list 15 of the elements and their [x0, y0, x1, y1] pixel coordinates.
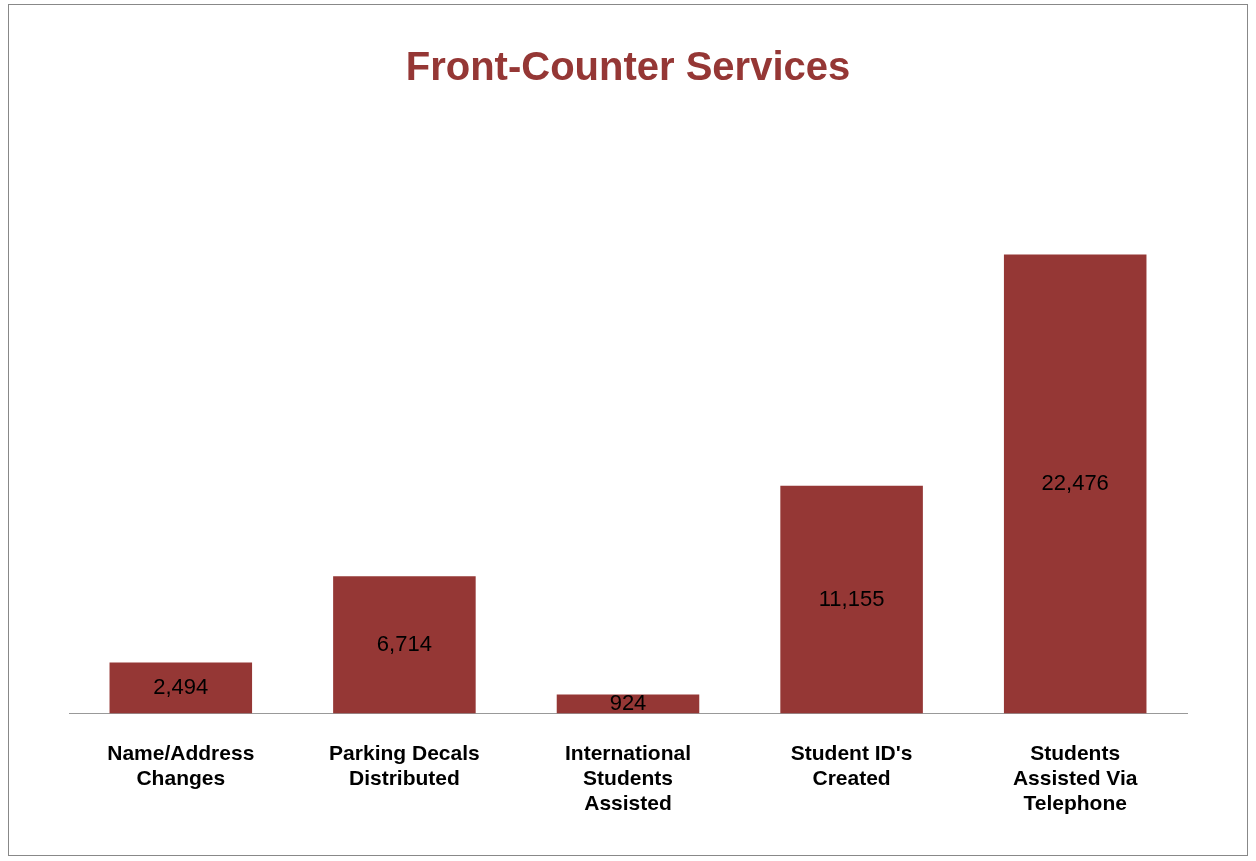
x-tick-label: Student ID's Created	[790, 740, 913, 789]
data-label: 924	[609, 690, 647, 716]
x-tick-label: Name/Address Changes	[107, 740, 255, 789]
x-tick-label: Parking Decals Distributed	[329, 740, 480, 789]
data-label: 22,476	[1041, 470, 1109, 496]
data-label: 2,494	[153, 674, 209, 699]
x-tick-label: Students Assisted Via Telephone	[1012, 740, 1138, 815]
chart-title: Front-Counter Services	[405, 44, 851, 89]
bar	[780, 485, 923, 714]
data-label: 11,155	[818, 585, 885, 611]
x-tick-label: International Students Assisted	[564, 740, 692, 815]
bar	[1003, 254, 1147, 714]
bar	[333, 576, 476, 714]
data-label: 6,714	[376, 630, 432, 656]
bar	[109, 662, 253, 714]
